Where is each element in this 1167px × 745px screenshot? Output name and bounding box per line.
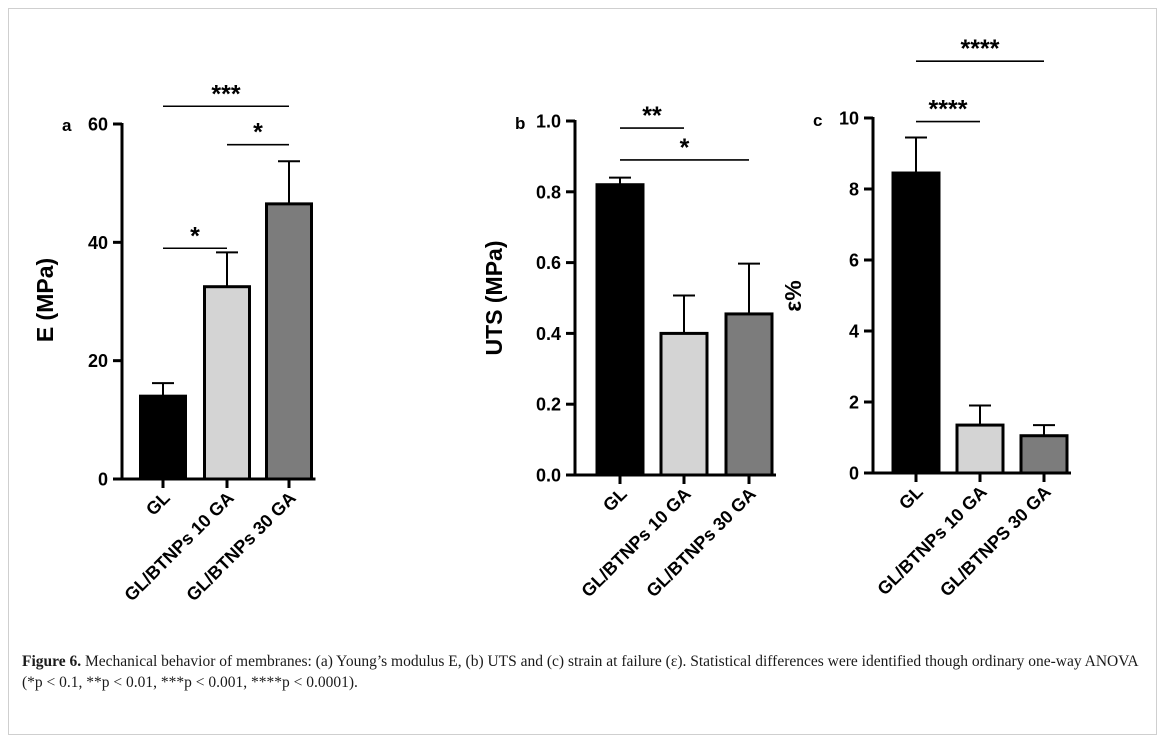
figure-caption: Figure 6. Mechanical behavior of membran… (22, 651, 1142, 693)
bar (203, 285, 251, 481)
y-tick-label: 0 (98, 470, 108, 490)
x-tick-label: GL (142, 488, 174, 520)
bar (1019, 434, 1069, 475)
y-tick-label: 0.6 (536, 253, 561, 273)
bar (139, 394, 187, 481)
caption-label: Figure 6. (22, 653, 82, 670)
y-tick-label: 20 (88, 351, 108, 371)
y-tick-label: 6 (849, 251, 859, 271)
x-tick-label: GL/BTNPs 30 GA (642, 484, 759, 601)
y-tick-label: 0 (849, 464, 859, 484)
panel-label: c (813, 111, 822, 130)
significance-stars: * (253, 119, 263, 147)
significance-stars: **** (929, 96, 968, 124)
significance-stars: * (190, 222, 200, 250)
y-tick-label: 2 (849, 393, 859, 413)
y-tick-label: 0.2 (536, 395, 561, 415)
x-tick-label: GL/BTNPs 10 GA (577, 484, 694, 601)
y-tick-label: 8 (849, 180, 859, 200)
y-axis-title: E (MPa) (32, 258, 58, 342)
x-tick-label: GL (599, 484, 631, 516)
y-tick-label: 1.0 (536, 112, 561, 132)
bar (724, 312, 774, 477)
panel-label: b (515, 114, 525, 133)
bar (955, 423, 1005, 475)
bar (595, 183, 645, 477)
significance-stars: * (680, 134, 690, 162)
y-tick-label: 0.8 (536, 182, 561, 202)
significance-stars: **** (961, 35, 1000, 63)
figure-frame (8, 8, 1157, 735)
caption-text: Mechanical behavior of membranes: (a) Yo… (22, 653, 1138, 691)
bar (265, 202, 313, 481)
y-axis-title: UTS (MPa) (481, 241, 507, 356)
x-tick-label: GL/BTNPs 10 GA (873, 482, 990, 599)
y-tick-label: 60 (88, 115, 108, 135)
y-tick-label: 40 (88, 233, 108, 253)
y-tick-label: 10 (839, 109, 859, 129)
bar (891, 171, 941, 475)
x-tick-label: GL/BTNPs 30 GA (182, 488, 299, 605)
x-tick-label: GL/BTNPS 30 GA (936, 482, 1055, 601)
x-tick-label: GL/BTNPs 10 GA (120, 488, 237, 605)
y-tick-label: 0.0 (536, 466, 561, 486)
x-tick-label: GL (895, 482, 927, 514)
significance-stars: ** (642, 102, 662, 130)
y-tick-label: 4 (849, 322, 859, 342)
significance-stars: *** (211, 80, 240, 108)
y-axis-title: ε% (780, 280, 806, 311)
bar (659, 331, 709, 477)
panel-label: a (62, 116, 72, 135)
y-tick-label: 0.4 (536, 324, 561, 344)
